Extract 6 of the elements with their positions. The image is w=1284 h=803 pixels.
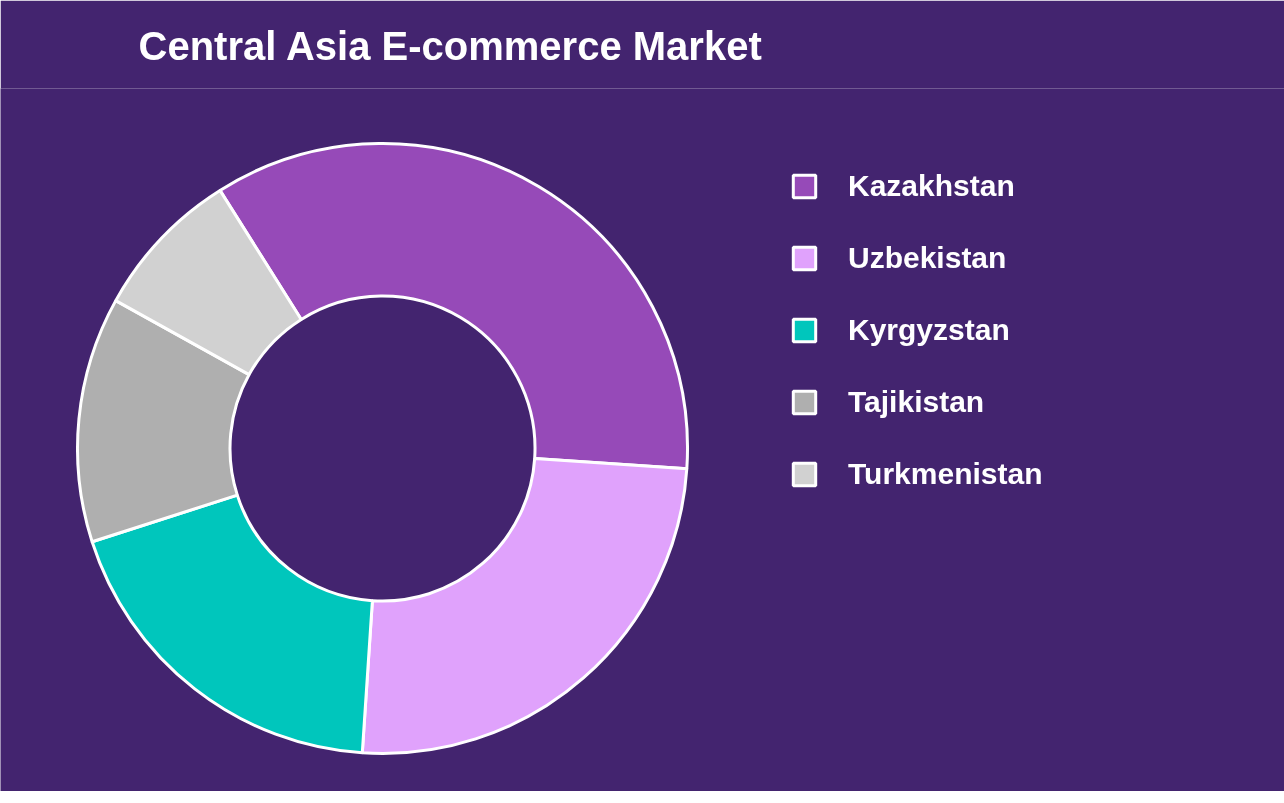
chart-title: Central Asia E-commerce Market xyxy=(138,23,762,68)
legend-label: Kyrgyzstan xyxy=(848,313,1010,347)
legend-label: Tajikistan xyxy=(848,385,985,419)
legend-label: Turkmenistan xyxy=(848,457,1043,491)
legend-label: Uzbekistan xyxy=(848,241,1007,275)
legend-label: Kazakhstan xyxy=(848,169,1015,203)
